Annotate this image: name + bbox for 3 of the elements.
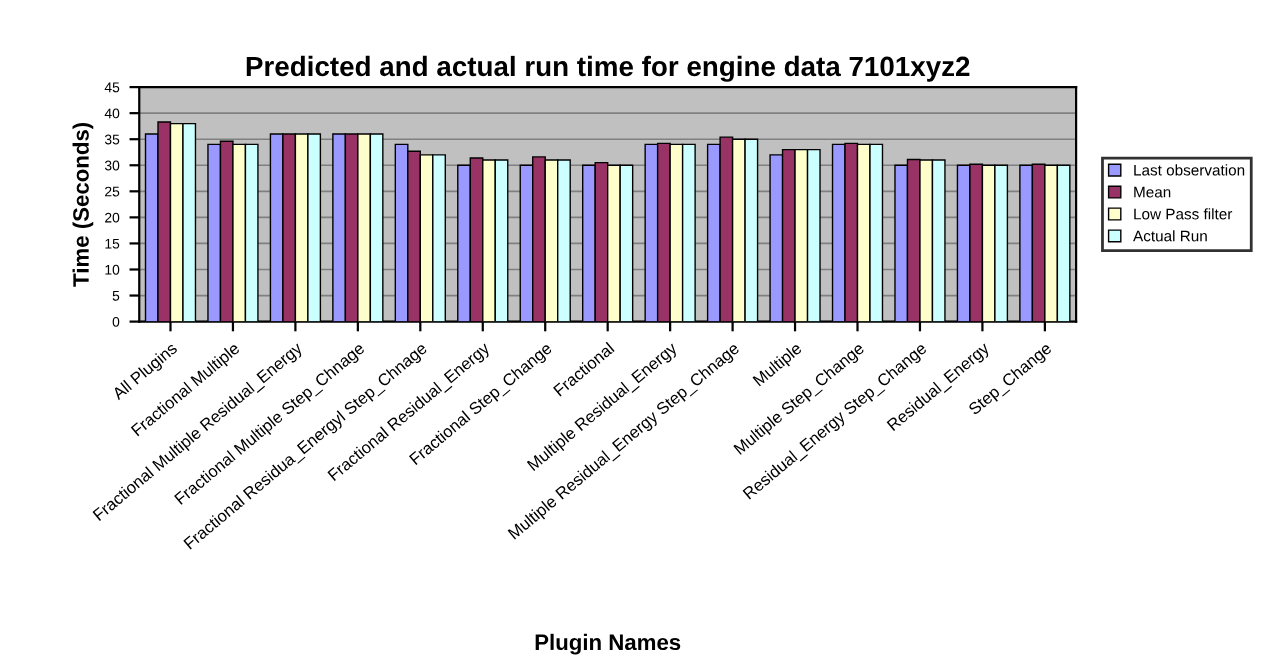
chart-title: Predicted and actual run time for engine data 7101xyz2 xyxy=(246,55,970,82)
x-axis-title: Plugin Names xyxy=(535,633,681,655)
y-axis-title: Time (Seconds) xyxy=(72,122,94,287)
